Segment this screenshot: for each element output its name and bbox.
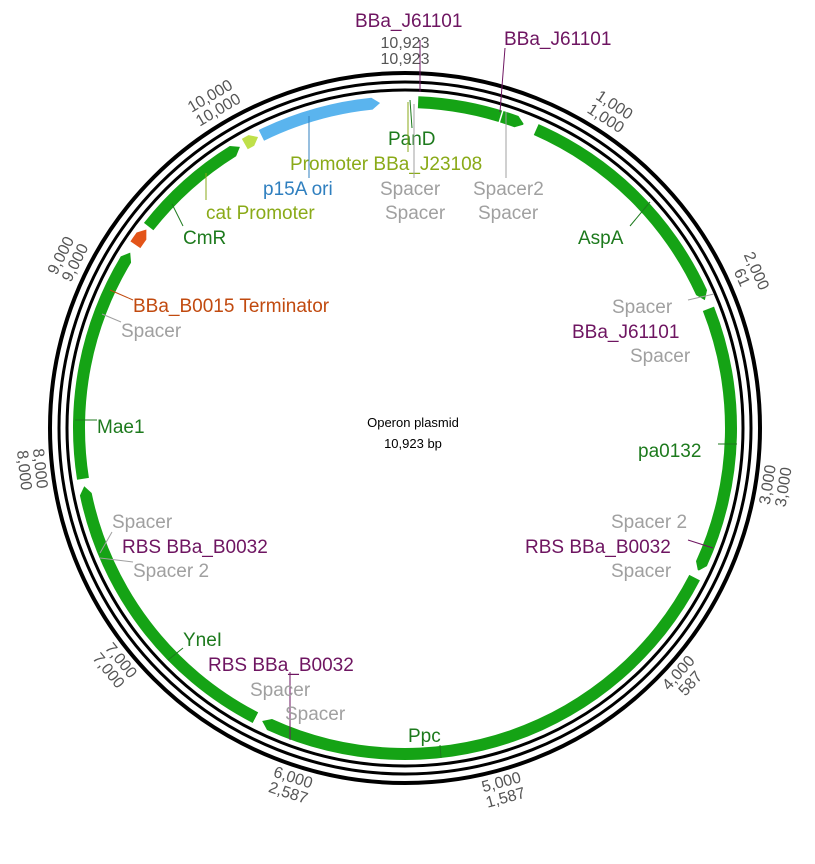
junction-mark-1 [520,116,528,133]
junction-mark-0 [497,108,505,125]
junction-mark-2 [697,298,714,306]
label-spacer[interactable]: Spacer [612,297,673,318]
label-cmr[interactable]: CmR [183,228,226,249]
label-pa0132[interactable]: pa0132 [638,441,701,462]
label-spacer[interactable]: Spacer [250,680,311,701]
leader-line-11 [629,201,651,227]
label-pand[interactable]: PanD [388,129,436,150]
junction-mark-5 [688,570,704,579]
feature-aspa[interactable] [533,124,708,301]
junction-mark-6 [255,712,264,728]
junction-mark-3 [698,300,715,309]
backbone-ring-3 [65,88,745,768]
feature-pand[interactable] [417,96,525,128]
leader-line-10 [171,203,184,227]
label-spacer[interactable]: Spacer [630,346,691,367]
tick-label-outer-0: 10,923 [381,35,430,52]
tick-label-inner-0: 10,923 [381,51,430,68]
plasmid-name: Operon plasmid [367,415,459,430]
leader-line-25 [167,647,184,661]
label-mae1[interactable]: Mae1 [97,417,145,438]
junction-mark-7 [251,710,261,726]
label-ynei[interactable]: YneI [183,630,222,651]
label-spacer[interactable]: Spacer [380,179,441,200]
label-bba-j61101[interactable]: BBa_J61101 [504,29,611,50]
label-layer: BBa_J61101 BBa_J61101 PanD Promoter BBa_J23… [75,11,737,759]
plasmid-backbone [48,71,762,785]
label-spacer[interactable]: Spacer [112,512,173,533]
label-promoter-bba-j23108[interactable]: Promoter BBa_J23108 [290,154,482,175]
label-spacer-2[interactable]: Spacer 2 [133,561,209,582]
junction-mark-9 [75,479,92,484]
label-spacer[interactable]: Spacer [385,203,446,224]
label-bba-j61101[interactable]: BBa_J61101 [355,11,462,32]
label-ppc[interactable]: Ppc [408,726,441,747]
leader-line-20 [687,539,714,549]
leader-line-24 [99,557,134,563]
label-spacer[interactable]: Spacer [285,704,346,725]
label-spacer-2[interactable]: Spacer 2 [611,512,687,533]
junction-mark-4 [690,566,706,576]
label-rbs-bba-b0032[interactable]: RBS BBa_B0032 [208,655,354,676]
tick-label-inner-2: 61 [730,266,753,289]
label-spacer[interactable]: Spacer [478,203,539,224]
leader-line-29 [439,744,442,759]
tick-label-inner-8: 8,000 [29,448,50,490]
label-p15a-ori[interactable]: p15A ori [263,179,333,200]
feature-cat-promoter[interactable] [241,135,259,150]
leader-line-1 [499,47,506,113]
backbone-ring-1 [48,71,762,785]
leader-line-16 [101,313,122,323]
label-cat-promoter[interactable]: cat Promoter [206,203,315,224]
tick-label-inner-3: 3,000 [757,464,780,506]
tick-label-outer-8: 8,000 [13,450,34,492]
label-bba-j61101[interactable]: BBa_J61101 [572,322,679,343]
label-spacer[interactable]: Spacer [611,561,672,582]
label-spacer2[interactable]: Spacer2 [473,179,544,200]
label-bba-b0015-terminator[interactable]: BBa_B0015 Terminator [133,296,330,317]
leader-line-2 [409,99,413,129]
feature-ppc[interactable] [262,574,700,760]
plasmid-size: 10,923 bp [384,436,442,451]
leader-line-22 [99,531,113,554]
feature-cmr[interactable] [143,145,240,231]
feature-layer [72,96,737,760]
label-rbs-bba-b0032[interactable]: RBS BBa_B0032 [525,537,671,558]
feature-mae1[interactable] [72,252,132,480]
feature-bba-b0015-terminator[interactable] [130,229,147,249]
label-rbs-bba-b0032[interactable]: RBS BBa_B0032 [122,537,268,558]
junction-mark-8 [75,482,92,487]
leader-line-15 [109,289,134,301]
feature-p15a-ori[interactable] [258,97,381,141]
feature-pa0132[interactable] [696,306,737,571]
leader-line-12 [687,293,715,301]
tick-layer: 10,92310,9231,0001,0002,000613,0003,0005… [13,35,796,812]
backbone-ring-2 [57,80,753,776]
label-aspa[interactable]: AspA [578,228,624,249]
label-spacer[interactable]: Spacer [121,321,182,342]
tick-label-outer-3: 3,000 [773,466,796,508]
